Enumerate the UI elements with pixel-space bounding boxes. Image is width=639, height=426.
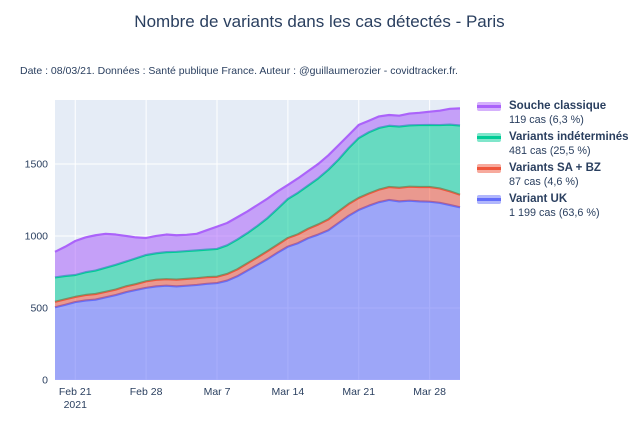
legend-item-variants-sa-bz[interactable]: Variants SA + BZ 87 cas (4,6 %) [477,161,637,189]
x-tick-label: Feb 28 [130,386,163,398]
legend-label: Variant UK [509,193,568,205]
area-variants-indetermines[interactable] [55,124,460,302]
legend-label: Variants indéterminés [509,131,629,143]
legend-swatch-line [477,167,501,170]
x-tick-label: Mar 7 [204,386,231,398]
chart-subtitle: Date : 08/03/21. Données : Santé publiqu… [20,65,458,77]
x-tick-label: Mar 28 [413,386,446,398]
area-variant-uk[interactable] [55,199,460,380]
legend-swatch-line [477,105,501,108]
legend-item-variants-indetermines[interactable]: Variants indéterminés 481 cas (25,5 %) [477,130,637,158]
x-tick-label: Mar 14 [272,386,305,398]
x-tick-label: Feb 21 [59,386,92,398]
y-tick-label: 500 [30,302,48,314]
area-souche-classique[interactable] [55,108,460,278]
legend-label: Souche classique [509,100,607,112]
y-tick-label: 1000 [25,230,49,242]
legend-label: Variants SA + BZ [509,162,601,174]
legend-swatch-variant-uk [477,195,501,204]
legend-swatch-line [477,136,501,139]
x-tick-year-label: 2021 [64,399,88,411]
legend-swatch-variants-indetermines [477,133,501,142]
legend-swatch-line [477,198,501,201]
y-tick-label: 1500 [25,158,49,170]
chart-legend: Souche classique 119 cas (6,3 %) Variant… [477,99,637,223]
legend-value: 1 199 cas (63,6 %) [509,207,600,219]
legend-item-variant-uk[interactable]: Variant UK 1 199 cas (63,6 %) [477,192,637,220]
legend-value: 87 cas (4,6 %) [509,176,579,188]
legend-value: 481 cas (25,5 %) [509,145,591,157]
chart-title: Nombre de variants dans les cas détectés… [134,12,505,31]
y-tick-label: 0 [42,375,48,387]
legend-swatch-souche-classique [477,102,501,111]
line-souche-classique [54,107,461,253]
legend-swatch-variants-sa-bz [477,164,501,173]
legend-item-souche-classique[interactable]: Souche classique 119 cas (6,3 %) [477,99,637,127]
x-tick-label: Mar 21 [342,386,375,398]
area-variants-sa-bz[interactable] [55,186,460,308]
legend-value: 119 cas (6,3 %) [509,114,584,126]
